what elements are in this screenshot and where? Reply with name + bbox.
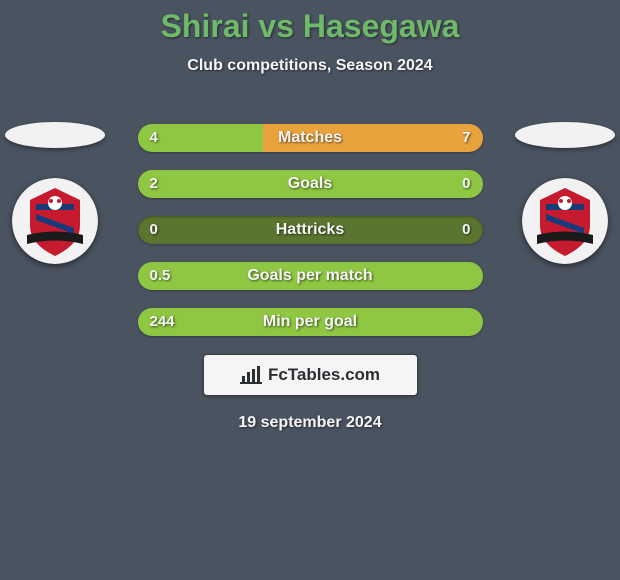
stat-label: Goals bbox=[138, 170, 483, 198]
stat-row: 20Goals bbox=[138, 170, 483, 198]
club-badge-right bbox=[522, 178, 608, 264]
stat-label: Hattricks bbox=[138, 216, 483, 244]
brand-label: FcTables.com bbox=[268, 365, 380, 385]
player-left-marker bbox=[5, 122, 105, 148]
stat-row: 0.5Goals per match bbox=[138, 262, 483, 290]
chart-icon bbox=[240, 366, 262, 384]
subtitle: Club competitions, Season 2024 bbox=[0, 57, 620, 75]
stat-row: 47Matches bbox=[138, 124, 483, 152]
date-label: 19 september 2024 bbox=[0, 414, 620, 432]
club-badge-left bbox=[12, 178, 98, 264]
stat-label: Matches bbox=[138, 124, 483, 152]
stat-bars: 47Matches 20Goals 00Hattricks 0.5Goals per … bbox=[138, 100, 483, 336]
consadole-badge-icon bbox=[12, 178, 98, 264]
player-right-col bbox=[515, 100, 615, 264]
consadole-badge-icon bbox=[522, 178, 608, 264]
brand-box[interactable]: FcTables.com bbox=[203, 354, 418, 396]
stat-row: 244Min per goal bbox=[138, 308, 483, 336]
player-right-marker bbox=[515, 122, 615, 148]
stat-row: 00Hattricks bbox=[138, 216, 483, 244]
comparison-card: Shirai vs Hasegawa Club competitions, Se… bbox=[0, 0, 620, 580]
stat-label: Min per goal bbox=[138, 308, 483, 336]
player-left-col bbox=[5, 100, 105, 264]
stats-area: 47Matches 20Goals 00Hattricks 0.5Goals per … bbox=[0, 100, 620, 432]
stat-label: Goals per match bbox=[138, 262, 483, 290]
page-title: Shirai vs Hasegawa bbox=[0, 0, 620, 45]
